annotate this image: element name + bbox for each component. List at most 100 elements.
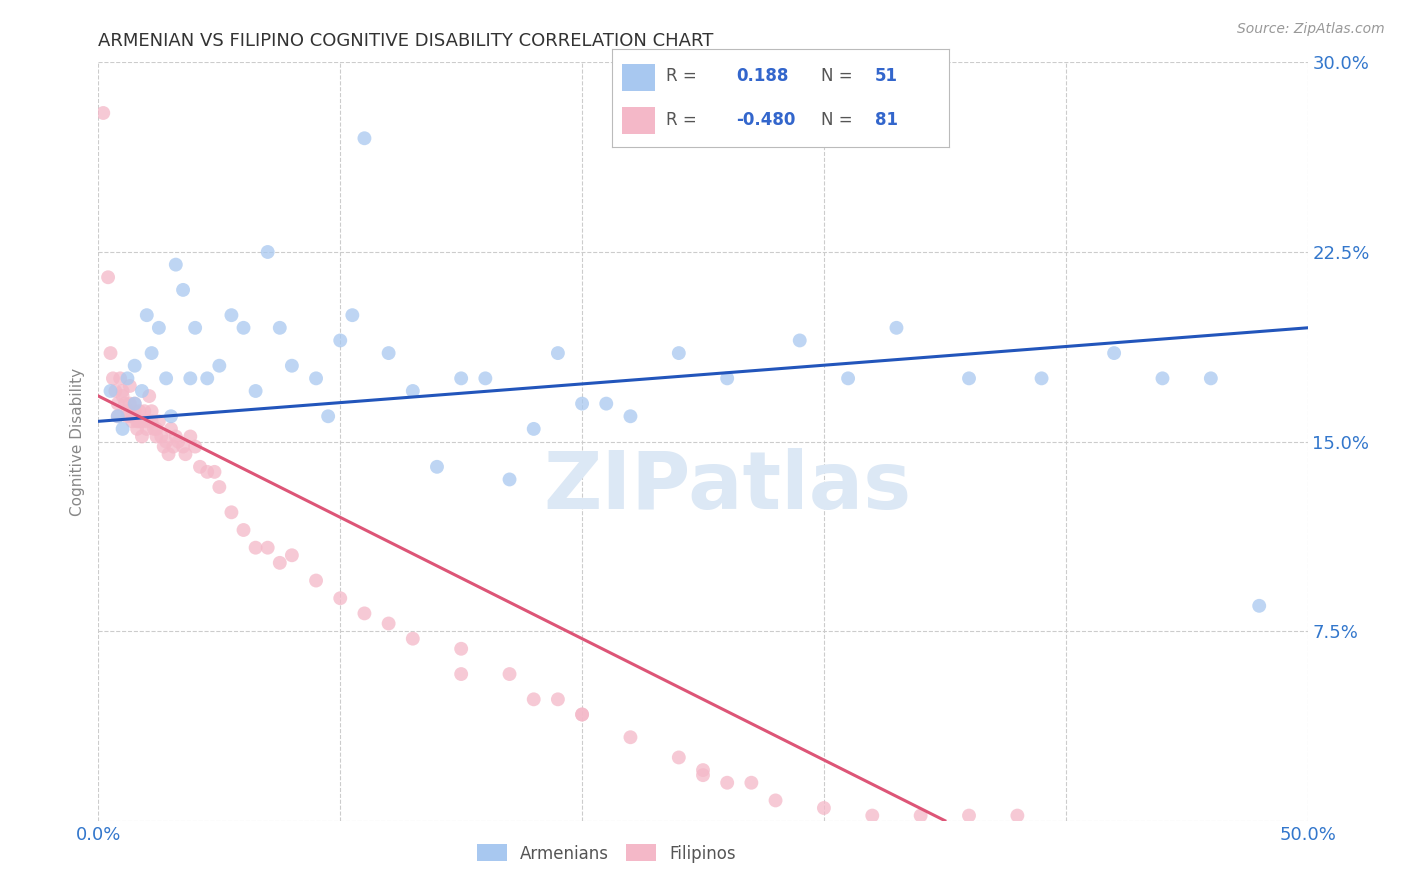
Point (208, 480, 231, 494)
Point (305, 371, 328, 385)
Point (402, 632, 425, 646)
Point (450, 667, 472, 681)
FancyBboxPatch shape (621, 64, 655, 91)
Point (135, 414, 157, 428)
Point (571, 707, 593, 722)
Point (450, 641, 472, 656)
Point (316, 409, 339, 424)
Text: R =: R = (665, 67, 696, 85)
Point (195, 465, 218, 479)
Point (107, 396, 129, 410)
Point (143, 422, 166, 436)
Point (148, 414, 170, 428)
Point (111, 384, 134, 398)
Point (692, 768, 714, 782)
Point (716, 371, 738, 385)
Point (100, 384, 122, 398)
Point (377, 616, 399, 631)
Point (128, 404, 150, 418)
Text: -0.480: -0.480 (737, 111, 796, 128)
Point (474, 371, 496, 385)
Point (131, 414, 153, 428)
Point (195, 371, 218, 385)
Point (837, 371, 859, 385)
Point (957, 808, 980, 822)
Point (450, 371, 472, 385)
Point (141, 346, 163, 360)
Point (571, 707, 593, 722)
Point (104, 384, 127, 398)
Point (668, 346, 690, 360)
Point (232, 320, 254, 334)
Point (150, 429, 173, 443)
Point (595, 396, 617, 410)
Point (155, 434, 177, 449)
Point (100, 346, 122, 360)
Point (131, 429, 153, 443)
Point (107, 409, 129, 424)
Point (208, 359, 231, 373)
Point (765, 793, 787, 807)
Point (108, 371, 131, 385)
Point (1152, 371, 1174, 385)
Point (145, 429, 167, 443)
Point (141, 404, 163, 418)
FancyBboxPatch shape (621, 107, 655, 135)
Text: Source: ZipAtlas.com: Source: ZipAtlas.com (1237, 22, 1385, 37)
Point (619, 409, 641, 424)
Point (329, 591, 352, 606)
Point (692, 763, 714, 777)
Point (160, 409, 183, 424)
Point (184, 440, 207, 454)
Text: ARMENIAN VS FILIPINO COGNITIVE DISABILITY CORRELATION CHART: ARMENIAN VS FILIPINO COGNITIVE DISABILIT… (98, 32, 714, 50)
Point (426, 459, 449, 474)
Point (232, 523, 254, 537)
Point (97, 270, 120, 285)
Point (128, 414, 150, 428)
Point (1007, 808, 1029, 822)
Text: 51: 51 (875, 67, 898, 85)
Point (111, 389, 134, 403)
Point (281, 548, 304, 563)
Point (162, 440, 184, 454)
Point (124, 404, 146, 418)
Point (145, 422, 167, 436)
Point (124, 359, 146, 373)
Point (498, 667, 520, 681)
Point (256, 244, 278, 259)
Point (131, 384, 153, 398)
Point (135, 308, 157, 322)
Point (167, 434, 190, 449)
Point (179, 429, 201, 443)
Point (498, 473, 520, 487)
Point (188, 459, 211, 474)
Point (107, 409, 129, 424)
Point (101, 371, 124, 385)
Point (114, 396, 136, 410)
Point (1199, 371, 1222, 385)
Legend: Armenians, Filipinos: Armenians, Filipinos (470, 838, 742, 869)
Point (1031, 371, 1053, 385)
Point (1249, 599, 1271, 613)
Point (269, 320, 291, 334)
Point (165, 429, 187, 443)
Point (127, 422, 149, 436)
Point (547, 346, 569, 360)
Point (571, 396, 593, 410)
Point (269, 556, 291, 570)
Point (353, 607, 375, 621)
Point (668, 750, 690, 764)
Point (740, 776, 762, 790)
Point (179, 371, 201, 385)
Y-axis label: Cognitive Disability: Cognitive Disability (69, 368, 84, 516)
Point (957, 371, 980, 385)
Point (135, 422, 157, 436)
Text: N =: N = (821, 111, 852, 128)
Point (172, 440, 194, 454)
Point (127, 414, 149, 428)
Point (523, 692, 546, 706)
Point (305, 574, 328, 588)
Point (245, 541, 267, 555)
Text: ZIPatlas: ZIPatlas (543, 448, 911, 526)
Point (91, 106, 114, 120)
